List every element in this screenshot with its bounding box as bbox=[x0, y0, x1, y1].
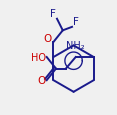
Text: NH₂: NH₂ bbox=[66, 41, 85, 51]
Text: HO: HO bbox=[31, 53, 46, 62]
Text: F: F bbox=[50, 9, 56, 18]
Text: O: O bbox=[37, 76, 46, 85]
Text: O: O bbox=[44, 34, 52, 44]
Text: F: F bbox=[73, 17, 79, 26]
